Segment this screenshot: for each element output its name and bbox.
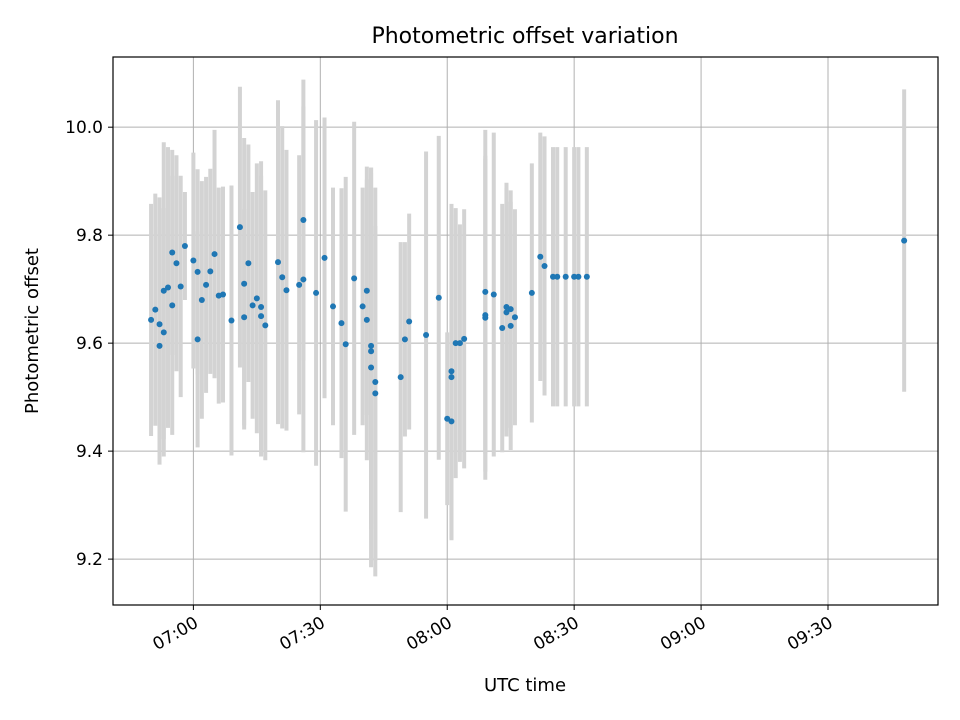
data-point (156, 321, 163, 328)
data-point (160, 287, 167, 294)
data-point (461, 335, 468, 342)
data-point (571, 273, 578, 280)
data-point (562, 273, 569, 280)
data-point (482, 314, 489, 321)
data-point (511, 314, 518, 321)
data-point (359, 303, 366, 310)
data-point (575, 273, 582, 280)
data-point (372, 390, 379, 397)
data-point (363, 287, 370, 294)
data-point (901, 237, 908, 244)
y-tick-label: 9.8 (76, 226, 103, 246)
data-point (368, 364, 375, 371)
x-axis-label: UTC time (484, 675, 566, 696)
data-point (423, 332, 430, 339)
data-point (228, 317, 235, 324)
data-point (490, 291, 497, 298)
data-point (194, 268, 201, 275)
data-point (198, 296, 205, 303)
data-point (372, 379, 379, 386)
data-point (160, 329, 167, 336)
data-point (499, 325, 506, 332)
data-point (173, 260, 180, 267)
data-point (507, 306, 514, 313)
data-point (368, 342, 375, 349)
data-point (456, 340, 463, 347)
data-point (275, 259, 281, 266)
data-point (507, 322, 514, 329)
chart-title: Photometric offset variation (371, 24, 678, 49)
data-point (482, 288, 489, 295)
data-point (241, 314, 248, 321)
data-point (583, 273, 590, 280)
data-point (338, 320, 345, 327)
data-point (448, 374, 455, 381)
data-point (554, 273, 561, 280)
data-point (397, 374, 404, 381)
data-point (296, 281, 303, 288)
plot-frame (112, 56, 939, 606)
data-point (181, 242, 188, 249)
data-point (448, 418, 455, 425)
data-point (211, 251, 218, 258)
data-point (169, 249, 176, 256)
data-point (258, 303, 265, 310)
data-point (156, 342, 163, 349)
data-point (253, 295, 260, 302)
data-point (249, 302, 256, 309)
data-point (165, 284, 171, 291)
data-point (406, 318, 413, 325)
data-point (368, 348, 375, 355)
data-point (401, 336, 408, 343)
data-point (541, 262, 548, 269)
data-point (245, 260, 252, 267)
data-point (241, 280, 248, 287)
data-point (148, 316, 155, 323)
data-point (550, 273, 556, 280)
y-axis: 9.2 9.4 9.6 9.8 10.0 (65, 118, 113, 570)
data-point (503, 309, 510, 316)
data-point (283, 287, 290, 294)
data-point (194, 336, 201, 343)
data-point (528, 289, 535, 296)
data-point (537, 253, 544, 260)
data-points (148, 217, 908, 425)
data-point (330, 303, 336, 310)
data-point (279, 274, 286, 281)
y-tick-label: 9.6 (76, 334, 103, 354)
data-point (152, 306, 159, 313)
data-point (300, 276, 307, 283)
data-point (190, 257, 197, 264)
data-point (351, 275, 358, 282)
y-axis-label: Photometric offset (22, 248, 43, 414)
data-point (169, 302, 176, 309)
data-point (258, 313, 265, 320)
data-point (452, 340, 459, 347)
data-point (220, 291, 226, 298)
data-point (300, 217, 307, 224)
data-point (236, 224, 243, 231)
y-tick-label: 9.4 (76, 442, 103, 462)
data-point (262, 322, 269, 329)
y-tick-label: 9.2 (76, 550, 103, 570)
data-point (342, 341, 349, 348)
data-point (363, 316, 370, 323)
data-point (207, 268, 214, 275)
data-point (203, 281, 210, 288)
data-point (177, 283, 184, 290)
data-point (448, 368, 455, 375)
data-point (321, 254, 328, 261)
y-tick-label: 10.0 (65, 118, 103, 138)
data-point (313, 289, 320, 296)
data-point (435, 294, 442, 301)
